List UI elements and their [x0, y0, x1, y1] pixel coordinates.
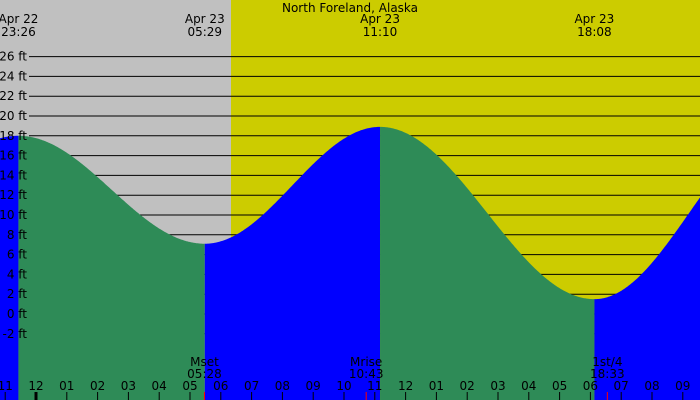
x-tick-label: 08 — [275, 379, 290, 393]
x-tick-label: 11 — [0, 379, 13, 393]
y-tick-label: 4 ft — [7, 267, 27, 281]
x-tick-label: 10 — [336, 379, 351, 393]
x-tick-label: 05 — [552, 379, 567, 393]
x-tick-label: 06 — [213, 379, 228, 393]
x-tick-label: 04 — [521, 379, 536, 393]
x-tick-label: 01 — [429, 379, 444, 393]
y-tick-label: 10 ft — [0, 208, 27, 222]
x-tick-label: 02 — [460, 379, 475, 393]
y-tick-label: 26 ft — [0, 50, 27, 64]
y-tick-label: 12 ft — [0, 188, 27, 202]
moon-event-time: 18:33 — [590, 367, 625, 381]
rising-tide-area — [0, 135, 19, 400]
rising-tide-area — [594, 197, 700, 400]
x-tick-label: 12 — [28, 379, 43, 393]
moon-event-label: 1st/4 — [592, 355, 622, 369]
tide-time-label: 18:08 — [577, 25, 612, 39]
y-tick-label: 24 ft — [0, 69, 27, 83]
x-tick-label: 04 — [152, 379, 167, 393]
y-tick-label: 8 ft — [7, 228, 27, 242]
x-tick-label: 09 — [306, 379, 321, 393]
x-tick-label: 01 — [59, 379, 74, 393]
y-tick-label: 20 ft — [0, 109, 27, 123]
tide-date-label: Apr 23 — [360, 12, 400, 26]
y-tick-label: 6 ft — [7, 248, 27, 262]
tide-date-label: Apr 22 — [0, 12, 38, 26]
x-tick-label: 12 — [398, 379, 413, 393]
y-tick-label: -2 ft — [3, 327, 28, 341]
tide-time-label: 11:10 — [363, 25, 398, 39]
falling-tide-area — [380, 126, 595, 400]
y-tick-label: 0 ft — [7, 307, 27, 321]
x-tick-label: 05 — [182, 379, 197, 393]
x-tick-label: 09 — [675, 379, 690, 393]
rising-tide-area — [204, 126, 381, 400]
moon-event-time: 05:28 — [187, 367, 222, 381]
x-tick-label: 06 — [583, 379, 598, 393]
x-tick-label: 02 — [90, 379, 105, 393]
y-tick-label: 22 ft — [0, 89, 27, 103]
falling-tide-area — [18, 135, 205, 400]
y-tick-label: 14 ft — [0, 168, 27, 182]
x-tick-label: 07 — [244, 379, 259, 393]
x-tick-label: 03 — [121, 379, 136, 393]
tide-time-label: 05:29 — [187, 25, 222, 39]
y-tick-label: 18 ft — [0, 129, 27, 143]
y-tick-label: 2 ft — [7, 287, 27, 301]
y-tick-label: 16 ft — [0, 149, 27, 163]
x-tick-label: 03 — [490, 379, 505, 393]
tide-date-label: Apr 23 — [574, 12, 614, 26]
moon-event-time: 10:43 — [349, 367, 384, 381]
x-tick-label: 07 — [614, 379, 629, 393]
tide-time-label: 23:26 — [1, 25, 36, 39]
moon-event-label: Mset — [190, 355, 219, 369]
moon-event-label: Mrise — [350, 355, 382, 369]
x-tick-label: 08 — [644, 379, 659, 393]
tide-date-label: Apr 23 — [185, 12, 225, 26]
x-tick-label: 11 — [367, 379, 382, 393]
chart-title: North Foreland, Alaska — [282, 1, 418, 15]
